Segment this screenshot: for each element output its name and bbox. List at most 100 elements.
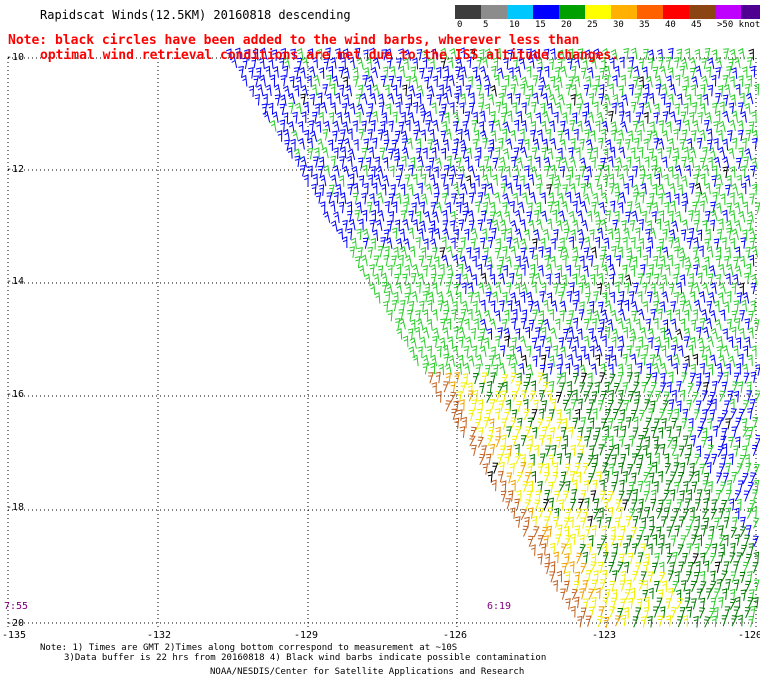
- wind-barb: [520, 354, 528, 367]
- wind-barb: [489, 84, 497, 97]
- wind-barb: [426, 94, 433, 106]
- wind-barb: [458, 318, 464, 330]
- wind-barb: [654, 418, 660, 430]
- wind-barb: [660, 93, 666, 106]
- wind-barb: [753, 319, 760, 331]
- wind-barb: [608, 463, 615, 475]
- wind-barb: [622, 382, 629, 394]
- wind-barb: [692, 353, 698, 366]
- wind-barb: [719, 101, 725, 114]
- wind-barb: [643, 138, 649, 151]
- wind-barb: [520, 119, 527, 132]
- wind-barb: [509, 292, 517, 304]
- legend-swatch: [533, 5, 559, 19]
- wind-barb: [632, 191, 639, 204]
- wind-barb: [591, 462, 598, 474]
- wind-barb: [269, 74, 276, 87]
- wind-barb: [481, 445, 487, 457]
- wind-barb: [642, 589, 649, 602]
- wind-barb: [695, 499, 701, 511]
- wind-barb: [267, 102, 274, 115]
- wind-barb: [644, 596, 650, 609]
- wind-barb: [560, 471, 567, 483]
- wind-barb: [524, 499, 532, 511]
- wind-barb: [701, 427, 708, 440]
- wind-barb: [351, 165, 359, 178]
- wind-barb: [707, 291, 715, 304]
- wind-barb: [521, 102, 527, 114]
- wind-barb: [700, 75, 709, 88]
- wind-barb: [744, 83, 751, 96]
- wind-barb: [542, 110, 550, 123]
- wind-barb: [638, 76, 644, 88]
- wind-barb: [665, 56, 672, 69]
- wind-barb: [651, 164, 657, 177]
- wind-barb: [515, 426, 522, 438]
- wind-barb: [734, 265, 742, 277]
- wind-barb: [632, 165, 638, 178]
- wind-barb: [484, 283, 493, 296]
- wind-barb: [731, 471, 738, 484]
- wind-barb: [665, 309, 672, 322]
- wind-barb: [441, 254, 449, 267]
- wind-barb: [513, 209, 522, 222]
- wind-barb: [401, 147, 409, 159]
- wind-barb: [528, 300, 534, 313]
- wind-barb: [394, 219, 401, 232]
- wind-barb: [441, 103, 447, 116]
- wind-barb: [583, 435, 590, 448]
- wind-barb: [409, 156, 416, 169]
- wind-barb: [699, 362, 705, 375]
- wind-barb: [636, 362, 643, 375]
- wind-barb: [514, 300, 521, 312]
- wind-barb: [467, 382, 473, 394]
- wind-barb: [750, 472, 757, 484]
- wind-barb: [380, 75, 387, 87]
- wind-barb: [676, 400, 682, 413]
- wind-barb: [580, 416, 587, 429]
- wind-barb: [566, 337, 573, 349]
- wind-barb: [489, 201, 496, 214]
- wind-barb: [466, 282, 474, 294]
- wind-barb: [676, 425, 682, 438]
- wind-barb: [740, 182, 747, 195]
- wind-barb: [700, 524, 707, 537]
- wind-barb: [654, 580, 660, 593]
- wind-barb: [521, 390, 528, 402]
- wind-barb: [438, 363, 444, 376]
- wind-barb: [585, 526, 591, 538]
- wind-barb: [527, 219, 535, 232]
- wind-barb: [744, 534, 751, 546]
- wind-barb: [460, 382, 467, 394]
- wind-barb: [681, 200, 687, 213]
- wind-barb: [734, 534, 741, 546]
- wind-barb: [509, 462, 515, 475]
- wind-barb: [557, 130, 563, 142]
- wind-barb: [724, 606, 731, 618]
- wind-barb: [598, 507, 604, 519]
- lon-label-129: -129: [294, 630, 319, 641]
- wind-barb: [646, 220, 652, 232]
- wind-barb: [679, 389, 686, 402]
- wind-barb: [687, 427, 694, 439]
- wind-barb: [432, 247, 438, 259]
- wind-barb: [699, 200, 705, 213]
- wind-barb: [407, 85, 416, 97]
- wind-barb: [455, 291, 462, 304]
- wind-barb: [750, 110, 757, 123]
- wind-barb: [229, 56, 238, 69]
- wind-barb: [341, 165, 350, 178]
- wind-barb: [479, 110, 486, 123]
- wind-barb: [520, 508, 528, 521]
- wind-barb: [442, 220, 449, 232]
- wind-barb: [442, 344, 450, 357]
- wind-barb: [484, 364, 491, 377]
- wind-barb: [617, 345, 623, 358]
- wind-barb: [604, 589, 611, 601]
- wind-barb: [672, 353, 680, 366]
- wind-barb: [422, 309, 429, 321]
- wind-barb: [295, 76, 302, 89]
- wind-barb: [692, 173, 699, 186]
- wind-barb: [736, 552, 743, 564]
- wind-barb: [620, 570, 627, 583]
